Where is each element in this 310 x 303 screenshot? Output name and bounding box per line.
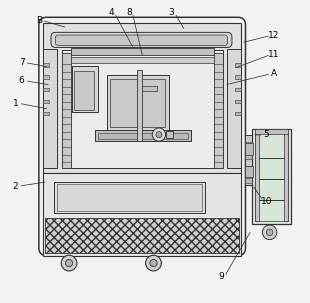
Text: 5: 5 <box>264 130 269 139</box>
Bar <box>43 63 49 67</box>
Circle shape <box>156 132 162 138</box>
Bar <box>284 132 288 221</box>
Text: 3: 3 <box>169 8 175 17</box>
Bar <box>137 70 142 141</box>
Circle shape <box>146 255 161 271</box>
Bar <box>107 75 169 130</box>
Bar <box>45 218 239 252</box>
Circle shape <box>150 259 157 267</box>
Text: 6: 6 <box>19 76 24 85</box>
Bar <box>214 53 223 168</box>
Bar <box>235 63 241 67</box>
Bar <box>255 132 259 221</box>
Bar <box>255 128 288 134</box>
Bar <box>95 130 191 141</box>
Circle shape <box>262 225 277 240</box>
Bar <box>166 131 173 138</box>
Text: B: B <box>36 16 42 25</box>
Bar <box>43 100 49 103</box>
Bar <box>235 75 241 79</box>
Bar <box>110 79 165 127</box>
Bar <box>246 135 252 185</box>
Bar <box>43 112 49 115</box>
Bar <box>235 112 241 115</box>
Bar <box>54 182 205 213</box>
Circle shape <box>65 259 73 267</box>
Text: 2: 2 <box>13 182 19 191</box>
Bar <box>61 53 71 168</box>
Bar <box>71 57 214 62</box>
Bar <box>246 142 252 147</box>
Text: 1: 1 <box>13 99 19 108</box>
Bar <box>43 75 49 79</box>
Bar <box>246 178 252 183</box>
Text: 4: 4 <box>108 8 114 17</box>
Bar <box>43 49 57 168</box>
Bar <box>43 173 241 255</box>
Text: 10: 10 <box>261 197 272 206</box>
Text: 9: 9 <box>219 272 224 281</box>
Text: 7: 7 <box>19 58 24 67</box>
Bar <box>246 143 253 155</box>
FancyBboxPatch shape <box>55 35 228 45</box>
Bar <box>61 51 223 168</box>
Bar <box>246 154 252 159</box>
Text: 12: 12 <box>268 31 280 40</box>
Bar <box>98 133 188 139</box>
Text: 11: 11 <box>268 50 280 59</box>
Circle shape <box>152 128 166 141</box>
Bar <box>252 129 291 224</box>
Bar <box>43 23 241 173</box>
Bar <box>246 166 253 177</box>
Circle shape <box>61 255 77 271</box>
Bar <box>255 132 288 221</box>
Bar <box>72 65 98 112</box>
FancyBboxPatch shape <box>39 17 246 255</box>
Bar <box>43 88 49 91</box>
Bar <box>235 100 241 103</box>
Circle shape <box>266 229 273 236</box>
Bar <box>246 166 252 171</box>
Text: A: A <box>271 69 277 78</box>
Text: 8: 8 <box>126 8 132 17</box>
Bar <box>235 88 241 91</box>
Bar <box>228 49 241 168</box>
FancyBboxPatch shape <box>51 32 232 48</box>
Bar <box>57 185 202 211</box>
Bar <box>74 71 94 110</box>
Bar <box>71 48 214 55</box>
Bar <box>142 86 157 91</box>
